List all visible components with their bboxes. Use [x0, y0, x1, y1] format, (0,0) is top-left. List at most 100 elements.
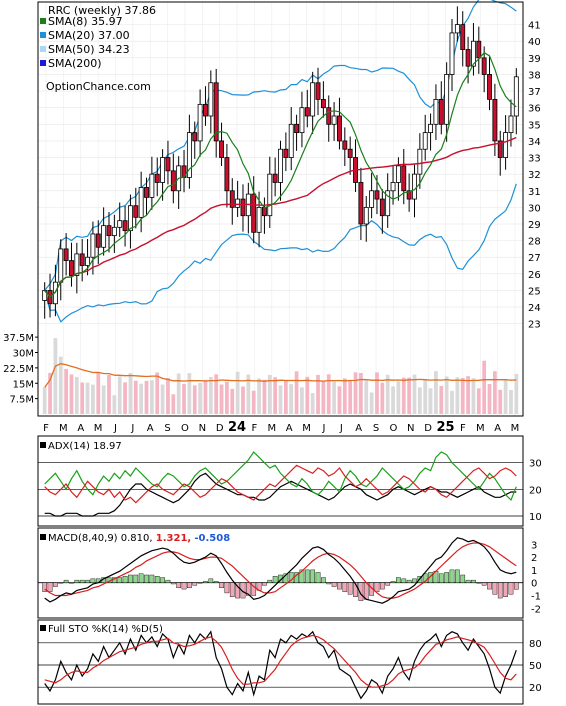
indicator-line — [44, 451, 517, 502]
macd-histogram-bar — [187, 582, 192, 589]
volume-bar — [466, 376, 470, 414]
macd-histogram-bar — [69, 582, 74, 584]
volume-tick-label: 22.5M — [3, 364, 34, 375]
candle-body — [192, 132, 198, 142]
candle-body — [476, 40, 482, 59]
x-tick-label: A — [77, 423, 84, 434]
macd-histogram-bar — [460, 574, 466, 583]
macd-histogram-bar — [363, 582, 369, 600]
candle-body — [508, 115, 514, 134]
macd-histogram-bar — [444, 572, 449, 583]
volume-bar — [214, 374, 219, 414]
macd-histogram-bar — [251, 582, 257, 596]
volume-bar — [493, 371, 497, 414]
candle-body — [106, 225, 112, 237]
candle-body — [278, 148, 283, 183]
volume-bar — [471, 378, 476, 414]
volume-tick-label: 15M — [13, 379, 34, 390]
volume-bar — [300, 387, 304, 414]
macd-tick-label: -1 — [531, 592, 541, 603]
volume-bar — [198, 382, 202, 414]
panel-tick-label: 30 — [529, 459, 542, 470]
candle-body — [454, 24, 460, 34]
candle-body — [369, 190, 375, 208]
volume-bar — [101, 385, 106, 414]
volume-bar — [401, 377, 406, 414]
candle-body — [213, 82, 219, 142]
macd-histogram-bar — [63, 579, 69, 583]
volume-bar — [385, 374, 390, 414]
volume-bar — [171, 394, 176, 414]
candle-body — [433, 98, 439, 125]
volume-bar — [74, 376, 79, 414]
legend-label: SMA(20) 37.00 — [48, 29, 130, 42]
x-tick-label: N — [199, 423, 206, 434]
x-tick-label: M — [59, 423, 68, 434]
macd-histogram-bar — [412, 578, 417, 583]
volume-bar — [80, 382, 85, 414]
candle-body — [444, 74, 450, 125]
candle-body — [235, 198, 241, 208]
volume-bar — [342, 378, 347, 414]
adx-legend-swatch — [40, 442, 46, 448]
volume-bar — [476, 388, 481, 414]
price-tick-label: 39 — [528, 54, 541, 65]
macd-tick-label: 2 — [531, 553, 537, 564]
macd-histogram-bar — [374, 582, 380, 592]
macd-histogram-bar — [58, 582, 64, 584]
volume-bar — [337, 386, 342, 414]
macd-histogram-bar — [79, 579, 85, 583]
macd-histogram-bar — [497, 582, 503, 599]
volume-bar — [208, 377, 213, 414]
volume-bar — [428, 388, 433, 414]
indicator-line — [44, 464, 517, 504]
macd-histogram-bar — [471, 579, 476, 583]
macd-tick-label: 1 — [531, 566, 537, 577]
candle-body — [219, 140, 224, 158]
macd-panel: 3 2 1 0 -1-2 MACD(8,40,9) 0.810, 1.321, -0.5… — [37, 527, 541, 619]
macd-histogram-bar — [122, 576, 128, 583]
macd-histogram-bar — [138, 573, 144, 583]
volume-bar — [359, 373, 363, 414]
macd-histogram-bar — [203, 581, 208, 583]
volume-bar — [144, 380, 149, 414]
sto-legend-swatch — [40, 625, 46, 631]
candle-body — [261, 206, 267, 217]
price-tick-label: 23 — [528, 320, 541, 331]
macd-histogram-bar — [53, 582, 58, 587]
x-tick-label: S — [164, 423, 170, 434]
volume-bar — [460, 377, 465, 414]
macd-histogram-bar — [342, 582, 348, 592]
price-tick-label: 28 — [528, 237, 541, 248]
candle-body — [42, 290, 48, 301]
candle-body — [240, 198, 246, 217]
candle-body — [197, 103, 203, 142]
candle-body — [229, 190, 235, 208]
volume-bar — [192, 385, 197, 414]
panel-tick-label: 10 — [529, 512, 542, 523]
candle-body — [154, 173, 160, 183]
candle-body — [101, 225, 107, 248]
candle-body — [133, 205, 139, 218]
macd-histogram-bar — [160, 577, 165, 583]
candle-body — [385, 190, 391, 217]
macd-histogram-bar — [219, 582, 224, 589]
sto-panel-frame — [37, 619, 524, 705]
volume-bar — [53, 338, 58, 414]
macd-signal-line — [44, 542, 517, 599]
volume-bar — [91, 384, 95, 414]
candle-body — [465, 49, 471, 67]
candle-body — [401, 165, 407, 192]
volume-bar — [58, 356, 63, 414]
x-tick-label: D — [424, 423, 432, 434]
candle-body — [417, 148, 423, 175]
sma8-line — [44, 51, 517, 298]
legend-label: SMA(8) 35.97 — [48, 15, 123, 28]
macd-histogram-bar — [455, 569, 460, 583]
macd-histogram-bar — [90, 578, 96, 583]
macd-histogram-bar — [245, 582, 251, 596]
macd-histogram-bar — [326, 582, 332, 585]
price-tick-label: 37 — [528, 87, 541, 98]
x-tick-label: M — [267, 423, 276, 434]
volume-bar — [326, 374, 331, 414]
